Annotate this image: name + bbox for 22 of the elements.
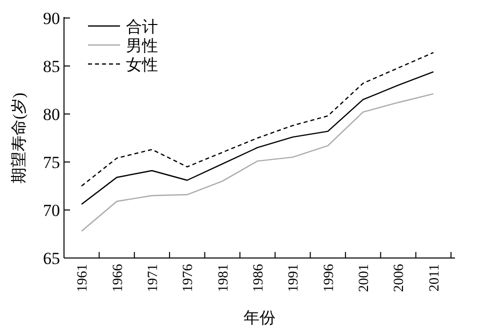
legend-label: 合计: [126, 18, 158, 36]
y-axis-title: 期望寿命(岁): [10, 92, 28, 184]
x-axis-title: 年份: [244, 310, 276, 327]
x-tick-label: 1966: [110, 264, 126, 292]
y-tick-label: 75: [43, 153, 60, 172]
x-tick-label: 1961: [76, 264, 91, 292]
x-tick-label: 2011: [427, 264, 442, 292]
y-tick-label: 80: [43, 105, 60, 124]
x-tick-label: 1991: [286, 264, 302, 292]
y-tick-label: 70: [43, 201, 60, 220]
x-tick-label: 1986: [252, 264, 266, 292]
x-tick-label: 1996: [322, 264, 337, 292]
x-tick-label: 2006: [392, 264, 408, 292]
legend-label: 女性: [126, 57, 158, 74]
x-tick-label: 1976: [181, 264, 196, 292]
x-tick-label: 1971: [146, 264, 161, 292]
x-tick-label: 1981: [216, 264, 232, 292]
y-tick-label: 65: [43, 249, 60, 268]
y-tick-label: 85: [43, 57, 60, 76]
legend-label: 男性: [126, 38, 158, 55]
x-tick-label: 2001: [357, 264, 372, 292]
y-tick-label: 90: [43, 9, 60, 28]
